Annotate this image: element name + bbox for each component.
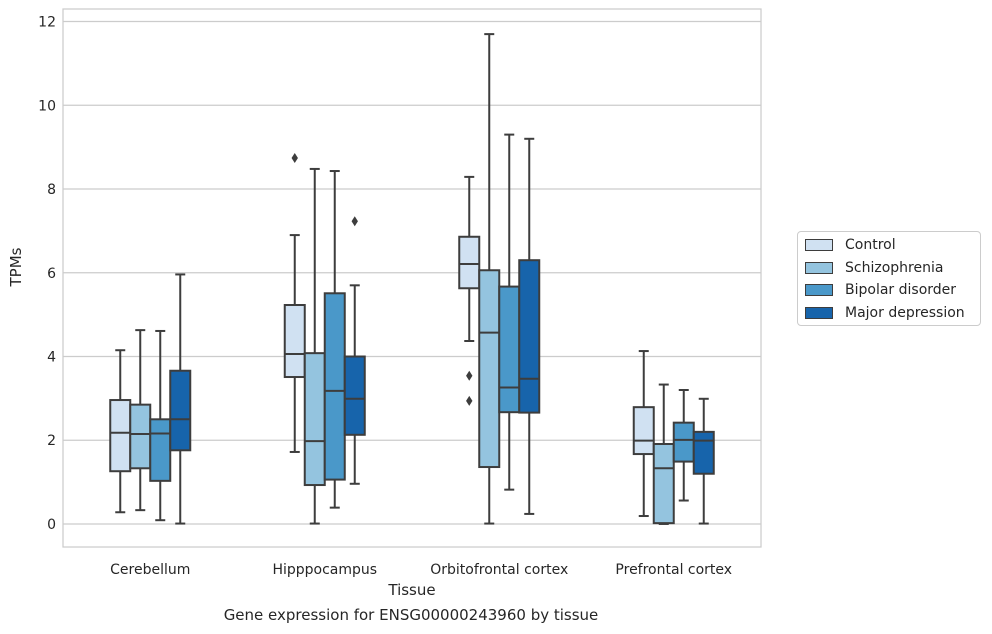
legend-item-bipolar-disorder: Bipolar disorder [805, 280, 956, 300]
box-hipppocampus-bipolar-disorder [323, 170, 346, 509]
x-tick-label-prefrontal-cortex: Prefrontal cortex [615, 562, 732, 578]
box-prefrontal-cortex-control [632, 350, 655, 518]
box-orbitofrontal-cortex-control [458, 175, 481, 406]
box-iqr [129, 403, 152, 470]
box-cerebellum-major-depression [169, 273, 192, 525]
box-hipppocampus-major-depression [343, 216, 366, 485]
box-iqr [692, 430, 715, 475]
outlier-point [351, 216, 358, 227]
outlier-point [466, 395, 473, 406]
legend-swatch-control [805, 239, 833, 251]
legend-item-control: Control [805, 235, 896, 255]
legend-item-schizophrenia: Schizophrenia [805, 258, 943, 278]
x-tick-label-hipppocampus: Hipppocampus [272, 562, 377, 578]
y-tick-label-6: 6 [47, 266, 56, 282]
box-plots [109, 33, 715, 525]
box-iqr [478, 269, 501, 469]
box-orbitofrontal-cortex-major-depression [518, 137, 541, 515]
box-iqr [149, 418, 172, 482]
y-tick-label-0: 0 [47, 517, 56, 533]
legend-label-schizophrenia: Schizophrenia [845, 260, 944, 276]
box-iqr [518, 259, 541, 414]
x-axis-ticks: Cerebellum Hipppocampus Orbitofrontal cort… [110, 562, 732, 578]
box-iqr [498, 285, 521, 414]
outlier-point [466, 370, 473, 381]
outlier-point [291, 153, 298, 164]
y-axis-ticks: 0 2 4 6 8 10 12 [38, 15, 56, 533]
legend: Control Schizophrenia Bipolar disorder M… [797, 231, 981, 326]
y-tick-label-8: 8 [47, 182, 56, 198]
box-orbitofrontal-cortex-schizophrenia [478, 33, 501, 525]
legend-swatch-major-depression [805, 307, 833, 319]
legend-swatch-schizophrenia [805, 262, 833, 274]
y-tick-label-10: 10 [38, 98, 56, 114]
box-orbitofrontal-cortex-bipolar-disorder [498, 133, 521, 491]
y-tick-label-12: 12 [38, 15, 56, 31]
box-iqr [343, 355, 366, 436]
box-iqr [323, 292, 346, 481]
figure-caption: Gene expression for ENSG00000243960 by t… [223, 606, 599, 624]
box-iqr [109, 399, 132, 473]
legend-item-major-depression: Major depression [805, 303, 965, 323]
box-prefrontal-cortex-bipolar-disorder [672, 388, 695, 502]
y-axis-label: TPMs [7, 247, 25, 287]
legend-label-bipolar-disorder: Bipolar disorder [845, 282, 957, 298]
box-iqr [458, 235, 481, 290]
box-prefrontal-cortex-major-depression [692, 397, 715, 525]
plot-area-frame [62, 8, 762, 548]
box-hipppocampus-control [283, 153, 306, 453]
legend-label-major-depression: Major depression [845, 305, 965, 321]
x-tick-label-cerebellum: Cerebellum [110, 562, 190, 578]
x-axis-label: Tissue [387, 581, 435, 599]
box-iqr [632, 406, 655, 456]
y-tick-label-4: 4 [47, 350, 56, 366]
legend-swatch-bipolar-disorder [805, 284, 833, 296]
box-iqr [652, 443, 675, 525]
box-hipppocampus-schizophrenia [303, 167, 326, 525]
box-cerebellum-schizophrenia [129, 329, 152, 512]
legend-label-control: Control [845, 237, 896, 253]
box-iqr [303, 352, 326, 487]
box-prefrontal-cortex-schizophrenia [652, 383, 675, 525]
box-iqr [169, 369, 192, 452]
box-cerebellum-bipolar-disorder [149, 329, 172, 522]
x-tick-label-orbitofrontal-cortex: Orbitofrontal cortex [430, 562, 568, 578]
box-iqr [283, 304, 306, 379]
y-tick-label-2: 2 [47, 433, 56, 449]
box-cerebellum-control [109, 349, 132, 514]
box-iqr [672, 421, 695, 463]
